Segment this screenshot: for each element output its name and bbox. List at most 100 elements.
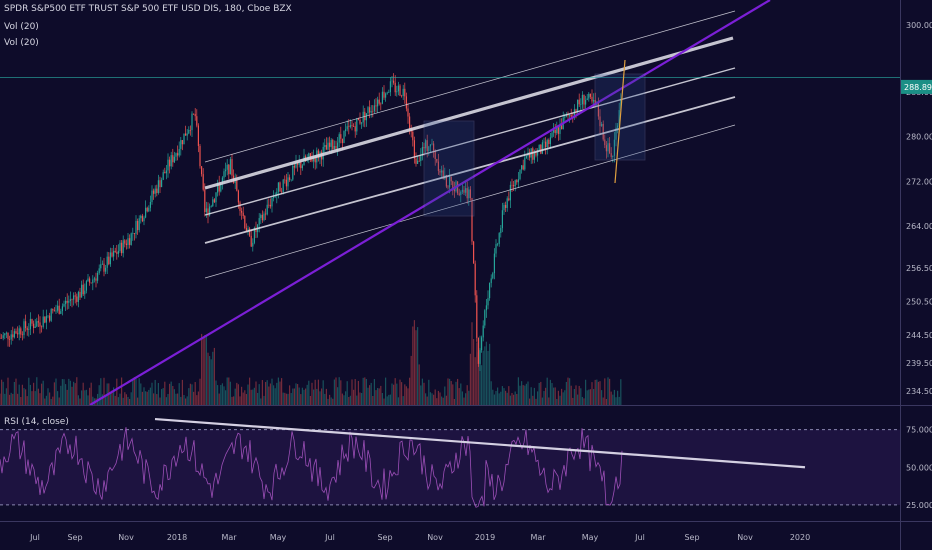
candle-body xyxy=(169,159,171,167)
volume-bar xyxy=(340,380,342,405)
candle-body xyxy=(473,241,475,264)
candle-body xyxy=(42,316,44,327)
candle-body xyxy=(394,82,396,93)
candle-body xyxy=(228,164,230,175)
volume-bar xyxy=(57,391,59,405)
candle-body xyxy=(13,331,15,338)
candle-body xyxy=(397,85,399,92)
candle-body xyxy=(39,322,41,327)
candle-body xyxy=(159,180,161,188)
volume-bar xyxy=(162,388,164,405)
volume-bar xyxy=(137,397,139,405)
volume-bar xyxy=(242,392,244,405)
volume-bar xyxy=(335,377,337,405)
candle-body xyxy=(532,148,534,160)
volume-legend-2[interactable]: Vol (20) xyxy=(4,38,39,48)
candle-body xyxy=(535,151,537,156)
candle-body xyxy=(151,190,153,202)
candle-body xyxy=(287,177,289,187)
candle-body xyxy=(113,250,115,257)
volume-bar xyxy=(521,381,523,405)
volume-bar xyxy=(546,377,548,405)
candle-body xyxy=(591,96,593,102)
candle-body xyxy=(469,189,471,199)
volume-bar xyxy=(239,396,241,405)
rsi-trendline xyxy=(154,417,806,469)
candle-body xyxy=(191,113,193,131)
candle-body xyxy=(74,295,76,297)
candle-body xyxy=(577,99,579,112)
candle-body xyxy=(15,331,17,334)
volume-bar xyxy=(508,386,510,405)
candle-body xyxy=(209,206,211,216)
candle-body xyxy=(146,207,148,212)
price-tick-label: 256.50 xyxy=(906,264,932,273)
volume-bar xyxy=(436,398,438,405)
volume-bar xyxy=(111,390,113,405)
candle-body xyxy=(369,107,371,113)
price-tick-label: 234.50 xyxy=(906,387,932,396)
candle-body xyxy=(34,326,36,328)
volume-legend-1[interactable]: Vol (20) xyxy=(4,22,39,32)
candle-body xyxy=(559,124,561,134)
volume-bar xyxy=(308,380,310,405)
candle-body xyxy=(241,210,243,213)
candle-body xyxy=(274,195,276,197)
rsi-legend[interactable]: RSI (14, close) xyxy=(4,417,69,427)
candle-body xyxy=(463,189,465,193)
candle-body xyxy=(541,142,543,154)
time-tick-label: Mar xyxy=(530,533,546,542)
candle-body xyxy=(114,250,116,253)
candle-body xyxy=(538,144,540,151)
volume-bar xyxy=(13,381,15,405)
time-tick-label: Jul xyxy=(29,533,40,542)
volume-bar xyxy=(498,393,500,405)
candle-body xyxy=(105,267,107,272)
time-tick-label: Mar xyxy=(221,533,237,542)
candle-body xyxy=(285,179,287,187)
volume-bar xyxy=(481,365,483,405)
candle-body xyxy=(26,328,28,330)
volume-bar xyxy=(84,390,86,405)
volume-bar xyxy=(138,378,140,405)
volume-bar xyxy=(0,393,1,405)
volume-bar xyxy=(572,397,574,405)
volume-bar xyxy=(156,394,158,405)
volume-bar xyxy=(124,392,126,405)
rsi-band-layer xyxy=(0,429,900,506)
volume-bar xyxy=(503,388,505,405)
time-tick-label: 2019 xyxy=(475,533,495,542)
candle-body xyxy=(497,243,499,245)
candle-body xyxy=(557,127,559,134)
candle-body xyxy=(263,213,265,221)
volume-bar xyxy=(234,388,236,405)
candle-body xyxy=(301,165,303,169)
volume-bar xyxy=(15,378,17,405)
volume-bar xyxy=(610,391,612,405)
volume-bar xyxy=(485,341,487,405)
candle-body xyxy=(570,115,572,117)
volume-bar xyxy=(482,350,484,405)
volume-bar xyxy=(169,383,171,405)
candle-body xyxy=(340,134,342,139)
volume-bar xyxy=(615,397,617,405)
volume-bar xyxy=(225,390,227,405)
volume-bar xyxy=(178,383,180,405)
volume-bar xyxy=(284,392,286,405)
candle-body xyxy=(217,182,219,193)
volume-bar xyxy=(201,333,203,405)
candle-body xyxy=(132,233,134,234)
symbol-legend[interactable]: SPDR S&P500 ETF TRUST S&P 500 ETF USD DI… xyxy=(4,4,292,14)
volume-bar xyxy=(357,380,359,405)
candle-body xyxy=(226,164,228,170)
candle-body xyxy=(583,94,585,105)
candle-body xyxy=(265,213,267,215)
volume-bar xyxy=(380,385,382,405)
volume-bar xyxy=(612,394,614,405)
volume-bar xyxy=(92,396,94,405)
candle-body xyxy=(498,233,500,244)
candle-body xyxy=(580,104,582,105)
candle-body xyxy=(103,263,105,272)
volume-bar xyxy=(351,379,353,405)
